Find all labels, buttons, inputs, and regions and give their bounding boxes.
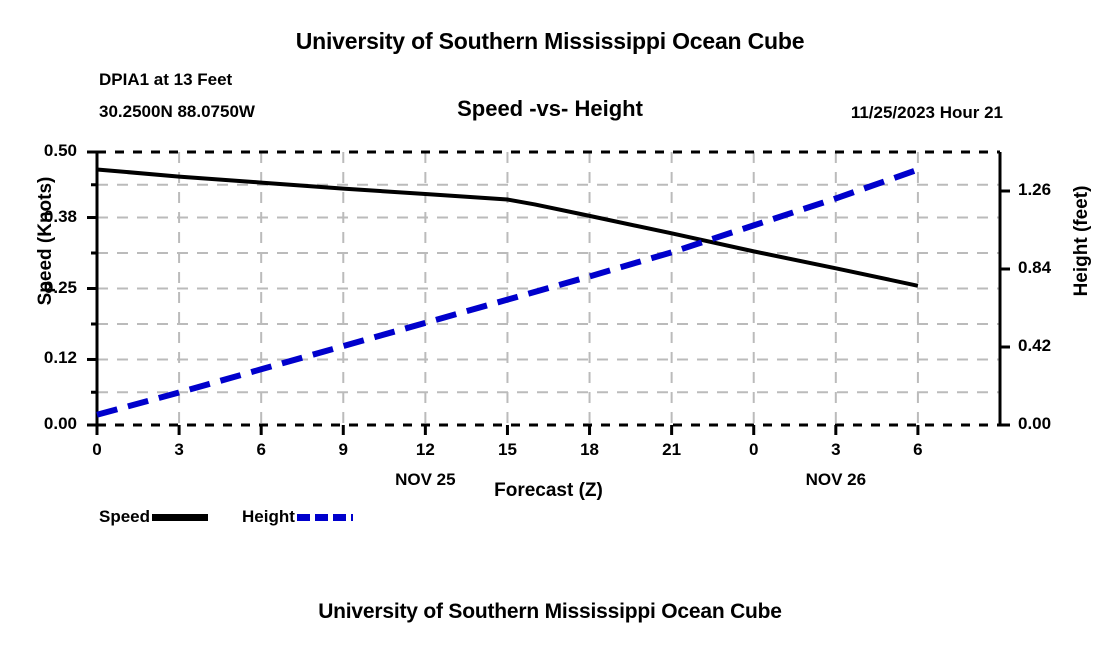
- x-axis-tick-label: 15: [497, 440, 517, 459]
- legend-entry-speed: Speed: [99, 507, 242, 527]
- x-axis-tick-label: 18: [580, 440, 599, 459]
- x-axis-tick-label: 3: [831, 440, 841, 459]
- timestamp-label: 11/25/2023 Hour 21: [850, 103, 1003, 122]
- x-axis-tick-label: 0: [92, 440, 102, 459]
- x-axis-day-label: NOV 25: [395, 470, 456, 489]
- y-axis-left-tick-label: 0.50: [43, 141, 77, 160]
- chart-frame: [95, 150, 1002, 427]
- y-axis-right-tick-label: 0.84: [1018, 258, 1052, 277]
- chart-subtitle: Speed -vs- Height: [457, 96, 643, 121]
- chart-legend: Speed Height: [99, 505, 353, 529]
- legend-swatch-speed-icon: [152, 513, 209, 521]
- legend-label-speed: Speed: [99, 507, 151, 526]
- x-axis-tick-label: 3: [174, 440, 184, 459]
- y-axis-right-tick-label: 0.42: [1018, 336, 1052, 355]
- x-axis-day-label: NOV 26: [805, 470, 867, 489]
- x-axis-tick-label: 9: [338, 440, 348, 459]
- x-axis-tick-label: 6: [256, 440, 266, 459]
- series-line-speed: [96, 167, 919, 288]
- x-axis-tick-label: 6: [913, 440, 923, 459]
- y-axis-left-tick-label: 0.38: [43, 206, 77, 226]
- chart-gridlines: [97, 152, 1000, 425]
- x-axis-tick-label: 12: [415, 440, 435, 459]
- y-axis-right-tick-label: 1.26: [1018, 180, 1052, 199]
- chart-series: [96, 166, 919, 418]
- series-line-height: [96, 166, 919, 418]
- station-id-label: DPIA1 at 13 Feet: [99, 70, 233, 89]
- coordinates-label: 30.2500N 88.0750W: [99, 102, 255, 121]
- x-axis-tick-label: 21: [662, 440, 682, 459]
- y-axis-left-tick-label: 0.25: [43, 277, 77, 297]
- y-axis-left-tick-label: 0.00: [43, 414, 77, 433]
- y-axis-right-tick-label: 0.00: [1018, 414, 1052, 433]
- legend-swatch-height-icon: [296, 513, 353, 521]
- footer-title: University of Southern Mississippi Ocean…: [318, 600, 782, 623]
- x-axis-title: Forecast (Z): [494, 480, 603, 501]
- legend-entry-height: Height: [242, 507, 353, 527]
- chart-axis-ticks: [87, 150, 1010, 435]
- page-title: University of Southern Mississippi Ocean…: [295, 28, 805, 54]
- x-axis-tick-label: 0: [748, 440, 759, 459]
- y-axis-left-tick-label: 0.12: [43, 348, 77, 368]
- legend-label-height: Height: [242, 507, 295, 526]
